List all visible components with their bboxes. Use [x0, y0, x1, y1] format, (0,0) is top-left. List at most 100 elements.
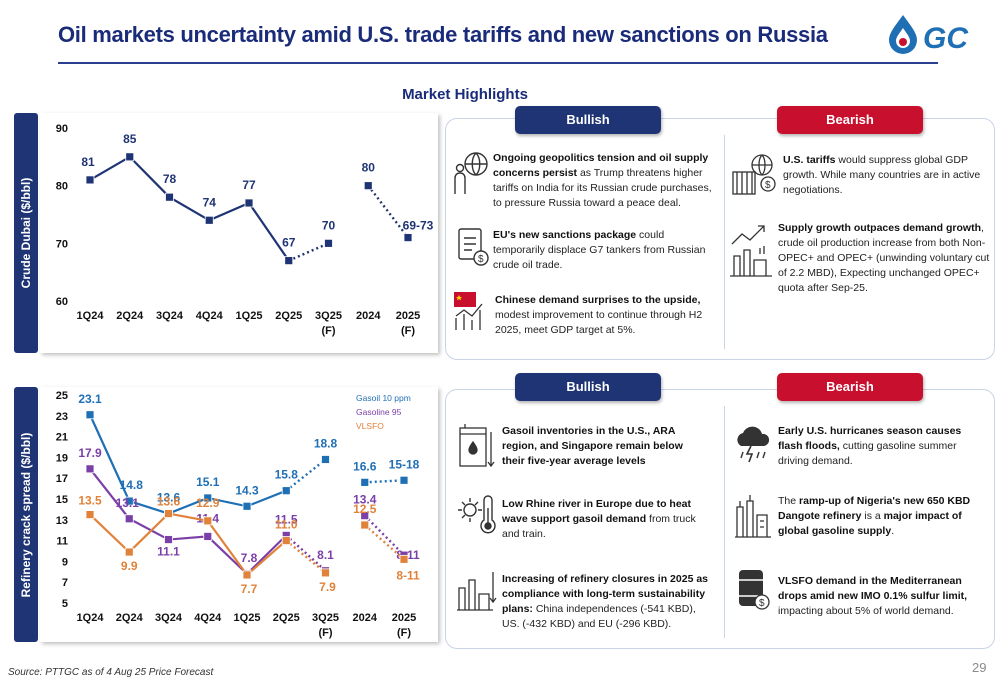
crude-bullish-item-3: Chinese demand surprises to the upside, … — [495, 294, 703, 336]
svg-text:$: $ — [759, 598, 765, 609]
data-label: 23.1 — [78, 392, 102, 406]
data-point — [363, 181, 373, 191]
series-line — [89, 155, 290, 262]
x-tick-label: 2024 — [353, 612, 378, 624]
data-label: 17.9 — [78, 446, 102, 460]
y-tick-label: 7 — [62, 577, 68, 589]
crack-chart-panel: 5 7 9 11 13 15 17 19 21 23 25 1Q24 2Q24 3Q24 4Q24 1Q25 2… — [40, 387, 438, 642]
page-number: 29 — [972, 660, 987, 675]
data-point — [321, 568, 330, 578]
data-point — [281, 536, 291, 546]
y-tick-label: 80 — [56, 181, 68, 193]
x-tick-label: 1Q25 — [236, 310, 263, 322]
crack-spread-chart: 5 7 9 11 13 15 17 19 21 23 25 1Q24 2Q24 3Q24 4Q24 1Q25 2… — [56, 390, 420, 639]
data-label: 15-18 — [389, 457, 420, 471]
legend-entry: Gasoline 95 — [356, 407, 402, 417]
data-label: 7.8 — [241, 551, 258, 565]
refinery-bullish-tab: Bullish — [515, 373, 661, 401]
section-title: Market Highlights — [402, 86, 528, 103]
source-note: Source: PTTGC as of 4 Aug 25 Price Forec… — [8, 667, 214, 678]
crack-y-axis-label: Refinery crack spread ($/bbl) — [19, 432, 33, 597]
data-label: 12.9 — [196, 496, 220, 510]
y-tick-label: 13 — [56, 515, 68, 527]
data-label: 16.6 — [353, 459, 377, 473]
refinery-bearish-item-2: The ramp-up of Nigeria's new 650 KBD Dan… — [778, 495, 971, 537]
y-tick-label: 25 — [56, 390, 68, 402]
x-tick-label: 2025 — [396, 310, 420, 322]
data-label: 15.8 — [275, 468, 299, 482]
data-label: 13.4 — [353, 493, 377, 507]
data-point — [85, 410, 95, 420]
data-point — [284, 256, 294, 266]
crack-y-axis-label-bar: Refinery crack spread ($/bbl) — [14, 387, 38, 642]
data-point — [360, 477, 370, 487]
series-line — [89, 468, 288, 576]
y-tick-label: 70 — [56, 238, 68, 250]
data-point — [85, 510, 95, 519]
x-tick-label: 2024 — [356, 310, 381, 322]
svg-text:$: $ — [765, 180, 771, 191]
y-tick-label: 19 — [56, 452, 68, 464]
data-point — [399, 554, 409, 564]
column-divider — [724, 135, 725, 349]
data-label: 11.1 — [157, 545, 180, 559]
x-tick-label: 3Q25 — [312, 612, 339, 624]
data-point — [360, 511, 370, 521]
refinery-growth-icon — [728, 222, 774, 283]
crude-y-axis-label-bar: Crude Dubai ($/bbl) — [14, 113, 38, 353]
data-point — [124, 496, 134, 506]
storage-tank-icon — [457, 422, 495, 475]
y-tick-label: 11 — [56, 536, 68, 548]
y-tick-label: 15 — [56, 494, 68, 506]
x-tick-label: (F) — [321, 325, 335, 337]
crude-bullish-tab: Bullish — [515, 106, 661, 134]
data-point — [360, 520, 370, 530]
page-title: Oil markets uncertainty amid U.S. trade … — [58, 22, 828, 47]
refinery-bullish-item-3: Increasing of refinery closures in 2025 … — [502, 573, 709, 630]
data-label: 13.6 — [157, 491, 181, 505]
x-tick-label: 3Q24 — [155, 612, 183, 624]
crude-dubai-chart: 60 70 80 90 1Q24 2Q24 3Q24 4Q24 1Q25 2Q25 3Q25 (F) 2… — [56, 123, 434, 337]
data-point — [321, 455, 330, 464]
crude-chart-panel: 60 70 80 90 1Q24 2Q24 3Q24 4Q24 1Q25 2Q25 3Q25 (F) 2… — [40, 113, 438, 353]
legend-entry: VLSFO — [356, 421, 384, 431]
data-point — [85, 175, 95, 185]
data-label: 13.6 — [157, 495, 181, 509]
x-tick-label: 1Q24 — [77, 310, 105, 322]
data-point — [203, 532, 213, 541]
x-tick-label: 2025 — [392, 612, 416, 624]
x-tick-label: 1Q25 — [234, 612, 261, 624]
data-label: 7.7 — [241, 582, 258, 596]
nigeria-refinery-icon — [733, 493, 771, 544]
crude-drivers-box — [445, 118, 995, 360]
x-tick-label: (F) — [401, 325, 415, 337]
x-tick-label: 1Q24 — [77, 612, 105, 624]
y-tick-label: 90 — [56, 123, 68, 135]
series-forecast-line — [285, 539, 327, 574]
x-tick-label: 3Q24 — [156, 310, 184, 322]
x-tick-label: (F) — [397, 627, 411, 639]
logo-text: GC — [923, 22, 969, 55]
crude-bearish-tab: Bearish — [777, 106, 923, 134]
series-forecast-line — [288, 242, 329, 262]
series-forecast-line — [285, 534, 327, 572]
x-tick-label: 3Q25 — [315, 310, 342, 322]
data-point — [203, 493, 213, 503]
x-tick-label: 4Q24 — [196, 310, 224, 322]
document-dollar-icon: $ — [456, 226, 490, 273]
data-label: 77 — [242, 178, 256, 192]
data-point — [124, 514, 134, 524]
data-label: 69-73 — [403, 219, 434, 233]
y-tick-label: 60 — [56, 296, 68, 308]
crude-bullish-item-1: Ongoing geopolitics tension and oil supp… — [493, 152, 712, 209]
data-label: 7.9 — [319, 580, 336, 594]
series-line — [88, 414, 287, 515]
series-annual-line — [367, 184, 409, 239]
data-point — [204, 215, 214, 225]
data-point — [165, 192, 174, 202]
series-annual-line — [363, 514, 405, 557]
data-label: 9.9 — [121, 559, 138, 573]
data-label: 13.5 — [78, 494, 102, 508]
storm-cloud-icon — [733, 422, 773, 471]
data-point — [164, 509, 173, 518]
